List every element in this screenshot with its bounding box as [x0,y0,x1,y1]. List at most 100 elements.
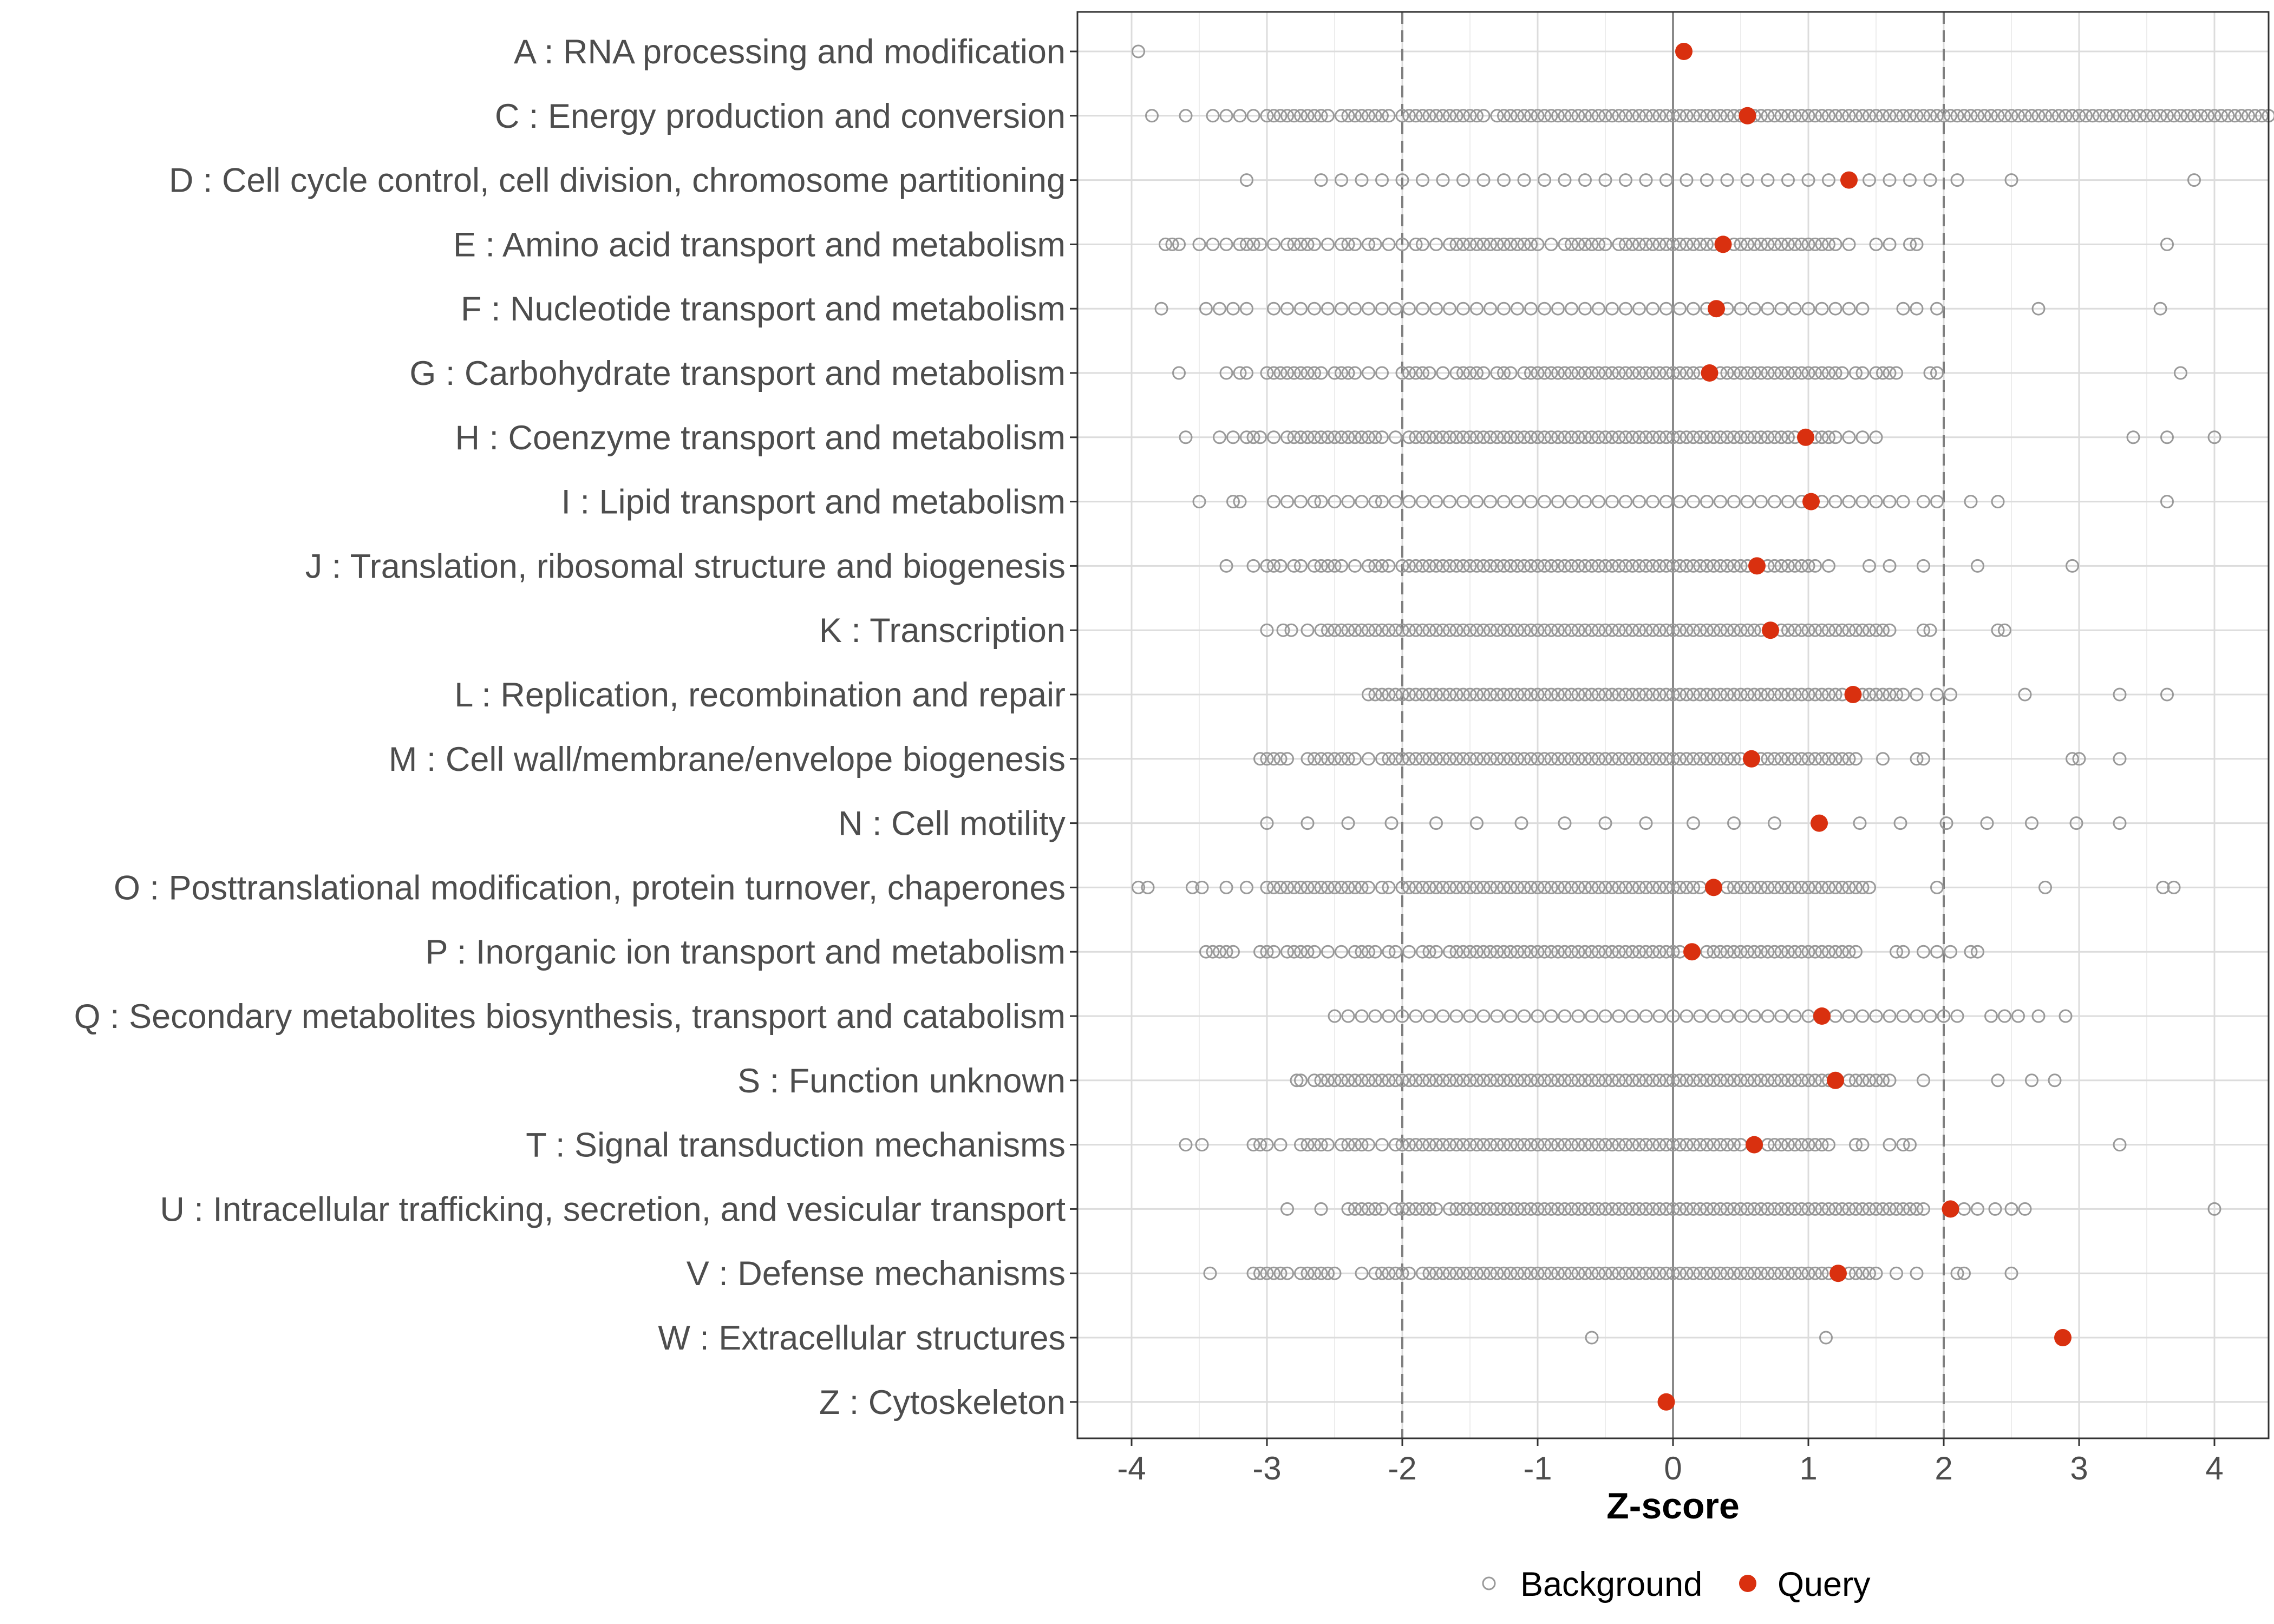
background-point [1531,1138,1545,1152]
background-point [1727,687,1741,702]
background-point [1625,1202,1639,1216]
background-point [1605,687,1619,702]
background-point [1159,237,1172,251]
background-point [1639,623,1653,637]
background-point [1490,1073,1504,1088]
background-point [1666,687,1680,702]
background-point [2113,816,2127,830]
background-point [1639,1266,1653,1280]
background-point [1923,173,1937,187]
background-point [1436,559,1450,573]
background-point [1328,1073,1342,1088]
background-point [1598,880,1612,894]
background-point [1314,623,1328,637]
background-point [1328,880,1342,894]
background-point [2025,1073,2038,1088]
background-point [1558,752,1572,766]
background-point [1267,430,1280,444]
background-point [1294,302,1308,316]
background-point [1578,880,1592,894]
background-point [1639,366,1653,380]
background-point [1578,1266,1592,1280]
background-point [1612,623,1626,637]
background-point [1652,1138,1667,1152]
background-point [1592,1266,1605,1280]
x-axis-title: Z-score [1606,1485,1740,1527]
background-point [1849,945,1863,959]
background-point [1930,302,1944,316]
background-point [1260,945,1274,959]
background-point [1781,237,1795,251]
background-point [1855,430,1870,444]
background-point [1375,1266,1389,1280]
background-point [1659,430,1673,444]
background-point [1632,302,1646,316]
background-point [1416,687,1429,702]
background-point [1855,495,1870,509]
background-point [1910,109,1924,123]
background-point [1788,109,1802,123]
background-point [1917,559,1930,573]
background-point [1849,623,1863,637]
background-point [1484,559,1497,573]
background-point [1828,1202,1842,1216]
background-point [1497,173,1511,187]
background-point [1592,623,1605,637]
background-point [1652,559,1667,573]
background-point [1436,430,1450,444]
background-point [1842,623,1856,637]
background-point [1348,945,1362,959]
background-point [1141,880,1155,894]
background-point [1714,623,1727,637]
background-point [1687,366,1700,380]
background-point [1659,237,1673,251]
background-point [1768,687,1781,702]
background-point [1321,302,1335,316]
background-point [1646,687,1659,702]
background-point [1578,366,1592,380]
background-point [1443,1138,1456,1152]
background-point [2228,109,2242,123]
background-point [1341,623,1355,637]
background-point [1287,109,1301,123]
background-point [1301,366,1315,380]
background-point [1592,109,1605,123]
background-point [1476,623,1491,637]
background-point [2025,109,2038,123]
background-point [1855,1073,1870,1088]
background-point [1348,366,1362,380]
background-point [1781,173,1795,187]
background-point [1632,1202,1646,1216]
background-point [1734,559,1748,573]
background-point [2160,430,2174,444]
background-point [1795,687,1808,702]
background-point [1693,687,1707,702]
background-point [1335,559,1348,573]
background-point [1598,1009,1612,1023]
background-point [1991,1073,2005,1088]
background-point [1930,687,1944,702]
background-point [1544,1073,1558,1088]
background-point [1707,430,1721,444]
background-point [1619,237,1632,251]
background-point [1280,109,1294,123]
background-point [1815,1266,1829,1280]
background-point [1287,559,1301,573]
background-point [1558,687,1572,702]
background-point [1585,623,1599,637]
background-point [1673,752,1687,766]
background-point [1565,623,1578,637]
background-point [1659,302,1673,316]
background-point [1883,1073,1897,1088]
background-point [1544,687,1558,702]
background-point [1693,1266,1707,1280]
background-point [1321,1073,1335,1088]
background-point [1490,1202,1504,1216]
background-point [1659,366,1673,380]
background-point [1348,1073,1362,1088]
background-point [1592,945,1605,959]
background-point [1720,752,1734,766]
background-point [1463,109,1477,123]
background-point [1666,945,1680,959]
